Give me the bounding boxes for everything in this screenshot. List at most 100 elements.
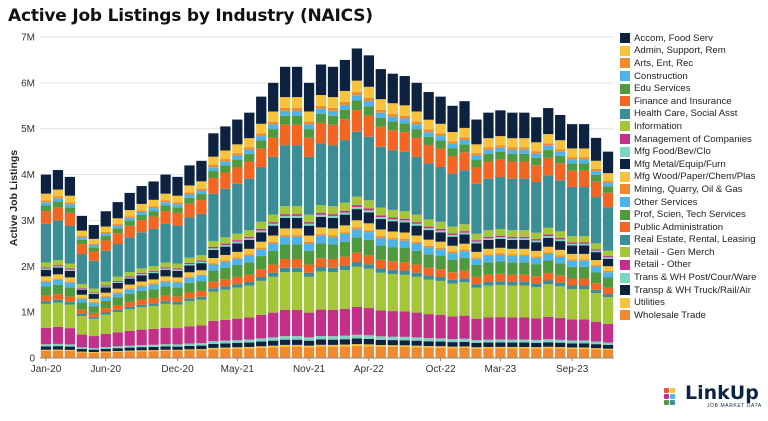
bar-segment bbox=[578, 343, 590, 348]
bar-segment bbox=[459, 346, 470, 348]
bar-segment bbox=[519, 281, 530, 286]
bar-segment bbox=[495, 281, 506, 285]
bar-segment bbox=[435, 228, 446, 231]
bar-segment bbox=[291, 272, 303, 310]
bar-segment bbox=[76, 313, 87, 317]
bar-segment bbox=[291, 215, 303, 218]
bar-segment bbox=[315, 108, 327, 114]
bar-segment bbox=[459, 243, 470, 250]
bar-segment bbox=[64, 304, 76, 329]
bar-segment bbox=[387, 345, 398, 347]
bar-segment bbox=[351, 131, 363, 197]
bar-segment bbox=[148, 211, 159, 217]
bar-segment bbox=[519, 239, 530, 249]
bar-segment bbox=[88, 318, 99, 337]
bar-segment bbox=[88, 312, 99, 317]
bar-segment bbox=[220, 126, 231, 151]
bar-segment bbox=[172, 270, 183, 278]
bar-segment bbox=[495, 237, 506, 239]
bar-segment bbox=[232, 318, 243, 341]
bar-segment bbox=[375, 117, 386, 127]
bar-segment bbox=[220, 254, 231, 261]
bar-segment bbox=[148, 328, 159, 345]
bar-stack bbox=[124, 192, 135, 358]
legend-item: Construction bbox=[620, 70, 766, 83]
bar-segment bbox=[40, 286, 52, 296]
bar-segment bbox=[184, 192, 195, 195]
bar-segment bbox=[148, 344, 159, 347]
bar-segment bbox=[112, 218, 123, 225]
bar-segment bbox=[315, 216, 327, 228]
bar-segment bbox=[483, 285, 494, 318]
bar-segment bbox=[148, 346, 159, 351]
bar-segment bbox=[495, 151, 506, 160]
bar-segment bbox=[124, 237, 135, 272]
bar-segment bbox=[280, 214, 291, 216]
bar-segment bbox=[507, 281, 518, 286]
bar-segment bbox=[495, 235, 506, 238]
bar-segment bbox=[172, 268, 183, 270]
bar-segment bbox=[531, 239, 542, 241]
bar-segment bbox=[244, 346, 255, 349]
bar-segment bbox=[555, 163, 566, 181]
legend-item: Utilities bbox=[620, 296, 766, 309]
bar-segment bbox=[495, 273, 506, 282]
bar-segment bbox=[423, 267, 434, 276]
bar-segment bbox=[256, 136, 267, 141]
bar-segment bbox=[52, 169, 64, 190]
bar-segment bbox=[172, 202, 183, 205]
bar-segment bbox=[590, 181, 602, 198]
bar-segment bbox=[471, 144, 482, 154]
bar-segment bbox=[172, 281, 183, 283]
bar-segment bbox=[232, 347, 243, 349]
bar-segment bbox=[112, 348, 123, 351]
bar-segment bbox=[220, 246, 231, 255]
bar-segment bbox=[268, 345, 279, 348]
bar-segment bbox=[351, 80, 363, 93]
x-tick-label: May-21 bbox=[221, 364, 255, 375]
bar-segment bbox=[327, 309, 339, 337]
bar-segment bbox=[76, 244, 87, 255]
bar-segment bbox=[435, 232, 446, 242]
bar-segment bbox=[172, 176, 183, 196]
logo-mark-icon bbox=[664, 386, 682, 408]
bar-segment bbox=[590, 174, 602, 182]
bar-stacks bbox=[40, 48, 614, 358]
bar-segment bbox=[184, 185, 195, 193]
bar-segment bbox=[184, 349, 195, 351]
bar-segment bbox=[208, 193, 219, 241]
bar-segment bbox=[52, 189, 64, 197]
legend-label: Mining, Quarry, Oil & Gas bbox=[634, 183, 743, 195]
bar-segment bbox=[447, 143, 458, 149]
bar-segment bbox=[495, 136, 506, 146]
bar-segment bbox=[184, 282, 195, 293]
bar-segment bbox=[160, 205, 171, 212]
bar-segment bbox=[268, 347, 279, 358]
bar-segment bbox=[411, 235, 422, 242]
bar-stack bbox=[387, 73, 398, 358]
bar-segment bbox=[196, 190, 207, 194]
bar-stack bbox=[363, 55, 374, 358]
bar-stack bbox=[567, 124, 578, 358]
bar-segment bbox=[423, 144, 434, 164]
bar-segment bbox=[64, 282, 76, 288]
bar-stack bbox=[244, 112, 255, 358]
bar-segment bbox=[411, 345, 422, 348]
bar-segment bbox=[256, 269, 267, 277]
bar-segment bbox=[471, 159, 482, 167]
bar-segment bbox=[112, 233, 123, 245]
bar-segment bbox=[519, 138, 530, 148]
bar-segment bbox=[531, 240, 542, 243]
bar-segment bbox=[519, 285, 530, 318]
bar-segment bbox=[220, 188, 231, 238]
bar-segment bbox=[256, 230, 267, 233]
bar-segment bbox=[459, 232, 470, 235]
bar-segment bbox=[184, 217, 195, 258]
bar-segment bbox=[519, 262, 530, 275]
bar-stack bbox=[327, 66, 339, 358]
bar-segment bbox=[148, 228, 159, 267]
bar-segment bbox=[519, 112, 530, 139]
bar-segment bbox=[76, 347, 87, 350]
bar-segment bbox=[399, 345, 410, 348]
x-tick-label: Nov-21 bbox=[293, 364, 326, 375]
